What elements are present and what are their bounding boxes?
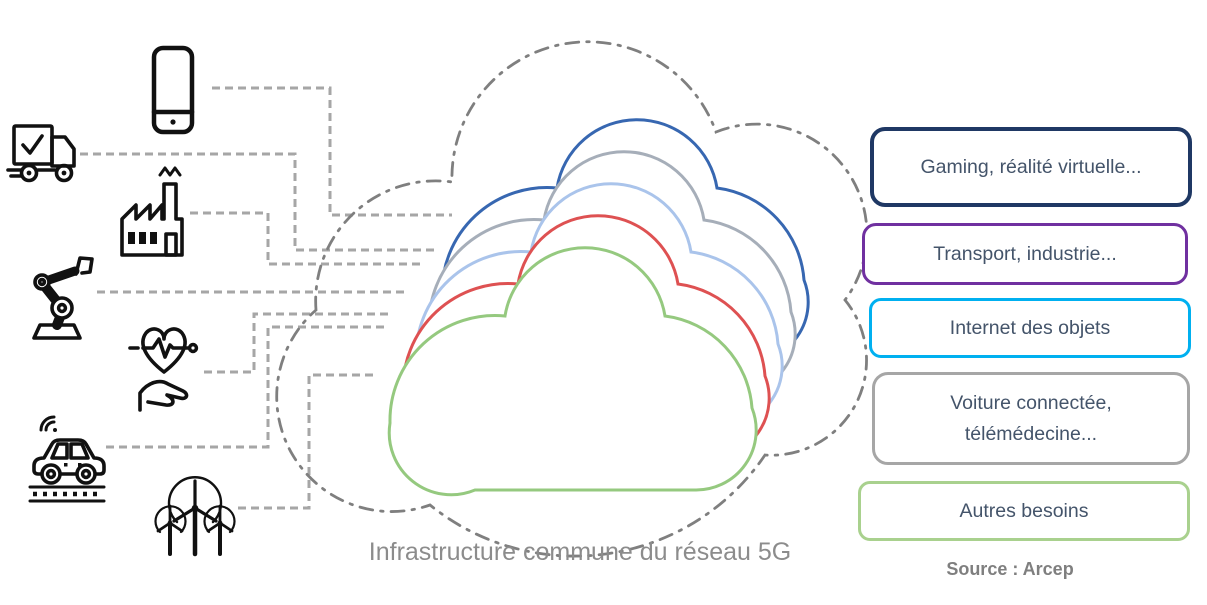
outer-dashed-cloud xyxy=(275,40,869,558)
source-credit: Source : Arcep xyxy=(946,559,1074,579)
connected-car-icon xyxy=(28,415,106,503)
connector-truck xyxy=(80,152,437,252)
legend-label-iot: Internet des objets xyxy=(949,316,1111,339)
robot-arm-icon xyxy=(32,256,94,340)
diagram-caption: Infrastructure commune du réseau 5G xyxy=(368,538,792,566)
connector-factory xyxy=(190,211,424,266)
legend-box-transport: Transport, industrie... xyxy=(862,223,1188,285)
connector-turbines xyxy=(238,373,378,510)
connector-telemedicine xyxy=(204,312,390,374)
factory-icon xyxy=(120,166,184,257)
legend-box-iot: Internet des objets xyxy=(869,298,1191,358)
connector-lines xyxy=(80,86,452,510)
legend-label-gaming: Gaming, réalité virtuelle... xyxy=(920,155,1142,178)
legend-box-gaming: Gaming, réalité virtuelle... xyxy=(870,127,1192,207)
telemedicine-heart-hand-icon xyxy=(128,327,199,412)
legend-box-autres: Autres besoins xyxy=(858,481,1190,541)
legend-label-voiture-telemedecine: Voiture connectée, télémédecine... xyxy=(950,392,1112,445)
legend-label-transport: Transport, industrie... xyxy=(933,242,1117,265)
legend-label-autres: Autres besoins xyxy=(959,499,1089,522)
delivery-truck-icon xyxy=(6,124,76,183)
smartphone-icon xyxy=(151,45,195,135)
legend-box-voiture-telemedecine: Voiture connectée, télémédecine... xyxy=(872,372,1190,465)
connector-car xyxy=(106,325,386,449)
connector-smartphone xyxy=(212,86,452,217)
device-icons xyxy=(6,45,236,557)
wind-turbines-icon xyxy=(154,476,236,557)
